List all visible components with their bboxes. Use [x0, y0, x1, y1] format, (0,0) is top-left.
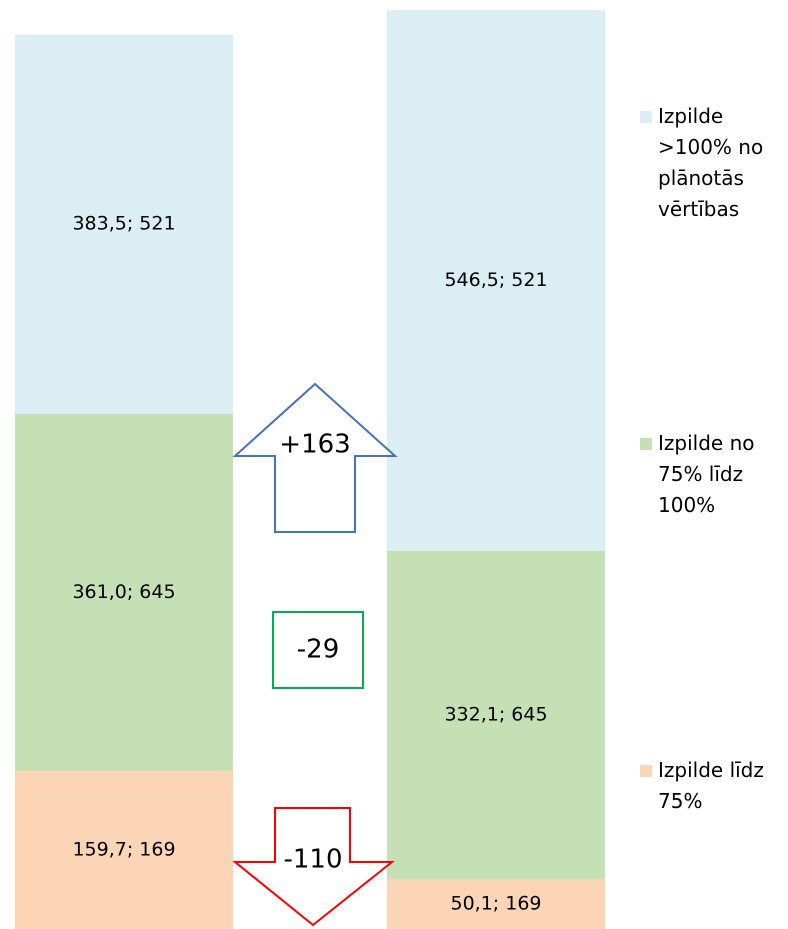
- legend-swatch: [640, 765, 652, 777]
- value-label: 50,1; 169: [450, 893, 541, 915]
- bar-segment: [15, 413, 233, 772]
- legend-label: Izpilde >100% no plānotās vērtības: [658, 104, 764, 221]
- value-label: 546,5; 521: [444, 269, 547, 291]
- annotation-box: [272, 611, 364, 689]
- legend-swatch: [640, 438, 652, 450]
- annotation: -110: [283, 845, 342, 875]
- value-label: 159,7; 169: [72, 839, 175, 861]
- legend-label: Izpilde no 75% līdz 100%: [658, 431, 755, 517]
- value-label: 332,1; 645: [444, 704, 547, 726]
- legend-label: Izpilde līdz 75%: [658, 758, 764, 813]
- bar-segment: [387, 10, 605, 551]
- annotation: +163: [279, 430, 350, 460]
- bar-segment: [387, 550, 605, 880]
- down-arrow: [232, 807, 395, 927]
- legend-swatch: [640, 111, 652, 123]
- value-label: 383,5; 521: [72, 213, 175, 235]
- annotation: -29: [297, 635, 339, 665]
- bar-segment: [15, 771, 233, 929]
- value-label: 361,0; 645: [72, 581, 175, 603]
- bar-segment: [387, 879, 605, 929]
- up-arrow: [232, 382, 398, 533]
- bar-segment: [15, 34, 233, 414]
